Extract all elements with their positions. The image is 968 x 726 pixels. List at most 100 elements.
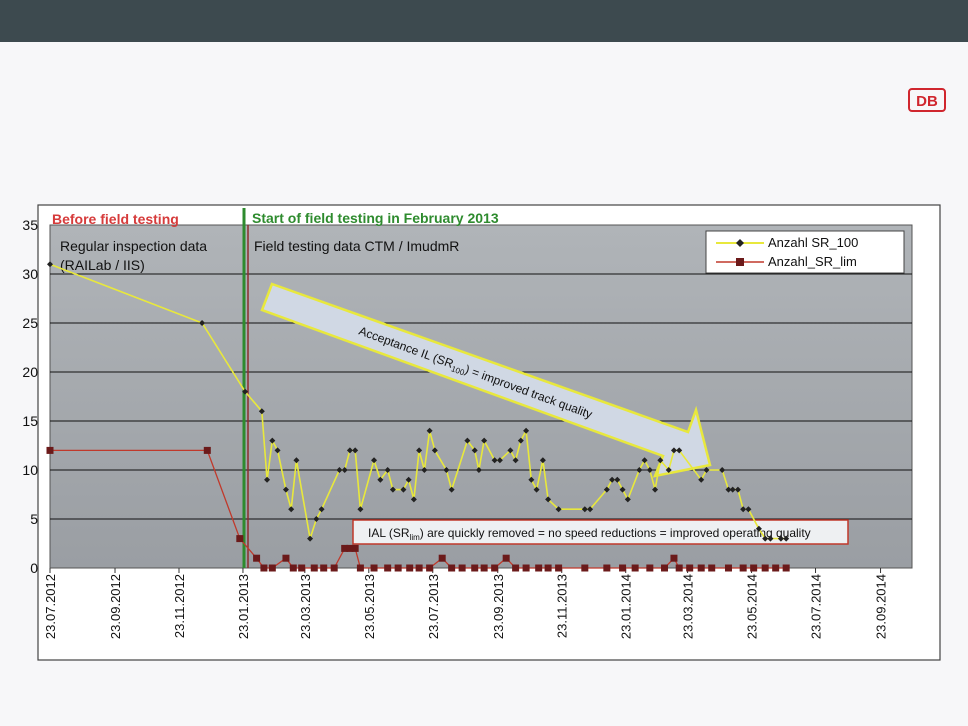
series-0-point-47 — [587, 506, 594, 513]
series-0-point-51 — [619, 486, 626, 493]
series-0-point-24 — [410, 496, 417, 503]
series-0-point-52 — [624, 496, 631, 503]
series-0-point-1 — [199, 320, 206, 326]
series-0-point-21 — [389, 486, 396, 493]
x-tick-label-12: 23.07.2014 — [809, 574, 824, 639]
series-1-point-1 — [203, 446, 211, 454]
series-0-point-40 — [523, 427, 530, 434]
series-0-point-7 — [282, 486, 289, 493]
db-logo: DB — [908, 88, 946, 112]
y-axis-ticks: 0 5 10 15 20 25 30 35 — [22, 217, 38, 576]
series-1-point-41 — [675, 564, 683, 572]
series-0-point-67 — [740, 506, 747, 513]
series-1-point-39 — [661, 564, 669, 572]
legend-label-srlim: Anzahl_SR_lim — [768, 254, 857, 269]
series-0-point-61 — [698, 476, 705, 483]
y-tick-label-20: 20 — [22, 364, 38, 380]
y-tick-label-15: 15 — [22, 413, 38, 429]
series-1-point-5 — [268, 564, 276, 572]
series-0-point-45 — [555, 506, 562, 513]
plot-area — [49, 224, 913, 569]
series-0-point-48 — [603, 486, 610, 493]
series-1-point-36 — [619, 564, 627, 572]
x-tick-label-6: 23.07.2013 — [426, 574, 441, 639]
series-1-point-38 — [646, 564, 654, 572]
x-tick-label-3: 23.01.2013 — [236, 574, 251, 639]
series-0-point-27 — [426, 427, 433, 434]
series-0-point-20 — [384, 467, 391, 473]
legend-marker-sr100 — [736, 239, 744, 247]
ial-note-label: IAL (SRlim) are quickly removed = no spe… — [368, 526, 811, 542]
series-1-point-32 — [544, 564, 552, 572]
series-0-point-5 — [269, 437, 276, 444]
series-1-point-42 — [686, 564, 694, 572]
series-0-point-2 — [242, 388, 249, 395]
series-0-point-58 — [665, 467, 672, 473]
legend: Anzahl SR_100 Anzahl_SR_lim — [705, 230, 905, 274]
series-0-point-46 — [581, 506, 588, 513]
series-0-point-36 — [496, 457, 503, 464]
y-tick-label-0: 0 — [30, 560, 38, 576]
series-1-point-3 — [253, 554, 261, 562]
series-0-point-64 — [725, 486, 732, 493]
series-1-point-18 — [394, 564, 402, 572]
x-tick-label-10: 23.03.2014 — [681, 574, 696, 639]
series-1-point-12 — [341, 544, 349, 552]
series-0-point-25 — [416, 447, 423, 454]
series-0-point-30 — [448, 486, 455, 493]
series-0-point-56 — [652, 486, 659, 493]
series-1-point-34 — [581, 564, 589, 572]
series-0-point-38 — [512, 457, 519, 464]
series-0-point-69 — [755, 525, 762, 532]
y-tick-label-25: 25 — [22, 315, 38, 331]
series-1-point-48 — [761, 564, 769, 572]
series-0-point-22 — [400, 486, 407, 493]
series-0-point-15 — [346, 447, 353, 454]
series-0-point-41 — [528, 476, 535, 483]
series-0-point-17 — [357, 506, 364, 513]
series-0-point-65 — [729, 486, 736, 493]
series-0-point-50 — [614, 476, 621, 483]
series-0-point-68 — [745, 506, 752, 513]
series-0-point-13 — [336, 467, 343, 473]
series-1-point-8 — [298, 564, 306, 572]
series-1-point-6 — [282, 554, 290, 562]
series-0-point-9 — [293, 457, 300, 464]
series-1-point-31 — [535, 564, 543, 572]
series-1-point-50 — [782, 564, 790, 572]
series-1-point-23 — [448, 564, 456, 572]
series-1-point-28 — [502, 554, 510, 562]
series-1-point-43 — [697, 564, 705, 572]
series-0-point-32 — [471, 447, 478, 454]
series-1-point-24 — [458, 564, 466, 572]
series-0-point-10 — [307, 535, 314, 542]
series-1-point-26 — [480, 564, 488, 572]
series-0-point-3 — [258, 408, 265, 415]
y-tick-label-5: 5 — [30, 511, 38, 527]
series-1-point-20 — [415, 564, 423, 572]
series-0-point-49 — [609, 476, 616, 483]
x-axis-ticks: 23.07.2012 23.09.2012 23.11.2012 23.01.2013… — [43, 568, 889, 639]
series-0-point-23 — [405, 476, 412, 483]
series-0-point-12 — [318, 506, 325, 513]
x-tick-label-0: 23.07.2012 — [43, 574, 58, 639]
series-0-point-57 — [657, 457, 664, 464]
series-1-point-22 — [438, 554, 446, 562]
series-1-point-46 — [739, 564, 747, 572]
start-field-testing-label: Start of field testing in February 2013 — [252, 210, 499, 226]
x-tick-label-11: 23.05.2014 — [745, 574, 760, 639]
series-1-point-29 — [512, 564, 520, 572]
series-0-point-8 — [288, 506, 295, 513]
series-0-point-34 — [481, 437, 488, 444]
series-0-point-19 — [377, 476, 384, 483]
series-0-point-63 — [719, 467, 726, 473]
series-1-point-13 — [346, 544, 354, 552]
x-tick-label-1: 23.09.2012 — [108, 574, 123, 639]
series-1-point-17 — [384, 564, 392, 572]
series-0-point-54 — [641, 457, 648, 464]
series-0-point-71 — [767, 535, 774, 542]
legend-label-sr100: Anzahl SR_100 — [768, 235, 858, 250]
series-0-point-42 — [533, 486, 540, 493]
x-tick-label-9: 23.01.2014 — [619, 574, 634, 639]
